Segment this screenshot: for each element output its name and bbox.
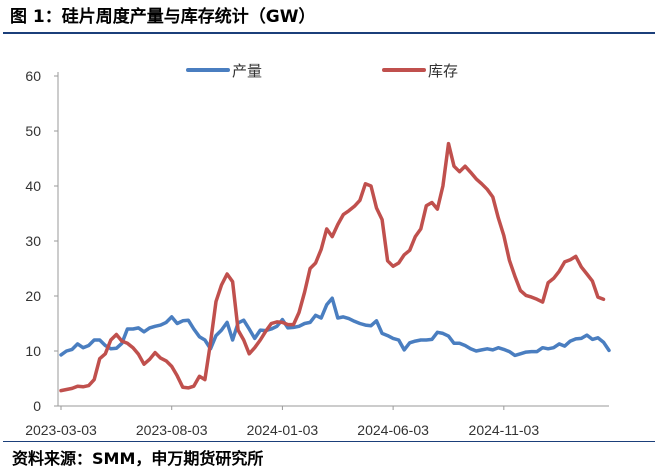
y-tick-label: 0 [33,398,41,414]
y-tick-label: 10 [25,343,41,359]
chart-axes [57,72,609,407]
y-tick-label: 30 [25,233,41,249]
series-line-output [59,296,611,358]
x-tick-label: 2024-11-03 [469,422,540,438]
source-note: 资料来源：SMM，申万期货研究所 [12,449,264,468]
title-rule [3,32,655,34]
x-tick-label: 2024-01-03 [247,422,319,438]
legend-label: 库存 [428,62,458,80]
source-rule [3,441,655,442]
chart-legend: 产量 库存 [186,62,458,80]
y-tick-label: 20 [25,288,41,304]
figure-title: 图 1：硅片周度产量与库存统计（GW） [10,7,316,27]
y-tick-label: 40 [25,178,41,194]
y-tick-label: 60 [25,68,41,84]
series-lines [59,141,611,393]
y-axis-ticks: 0 10 20 30 40 50 60 [25,68,58,414]
x-tick-label: 2023-08-03 [136,422,208,438]
y-tick-label: 50 [25,123,41,139]
legend-label: 产量 [232,62,262,80]
x-tick-label: 2024-06-03 [357,422,429,438]
series-line-inventory [59,141,606,393]
x-tick-label: 2023-03-03 [25,422,97,438]
x-axis-ticks: 2023-03-03 2023-08-03 2024-01-03 2024-06-03… [25,406,539,438]
